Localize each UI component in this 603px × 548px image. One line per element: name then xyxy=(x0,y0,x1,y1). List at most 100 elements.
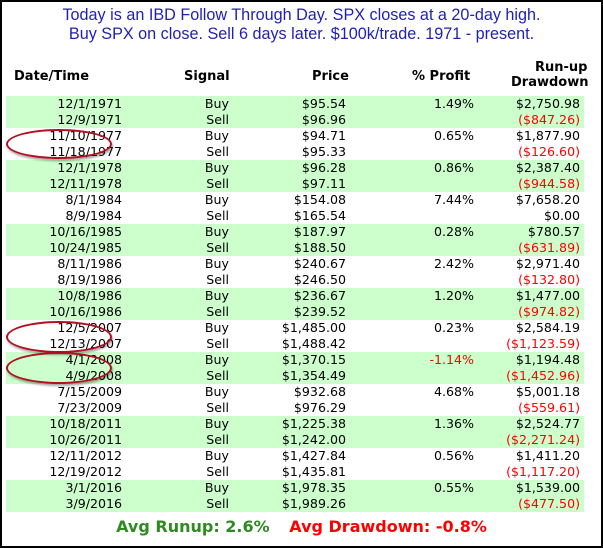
cell-price: $1,354.49 xyxy=(281,368,346,383)
cell-runup-drawdown: ($132.80) xyxy=(518,272,580,287)
cell-signal: Buy xyxy=(204,288,229,303)
column-header-date: Date/Time xyxy=(14,69,90,84)
highlight-oval-2007 xyxy=(6,321,112,353)
table-row: 12/11/2012 Buy $1,427.84 0.56% $1,411.20 xyxy=(6,448,584,464)
table-row: 10/26/2011 Sell $1,242.00 ($2,271.24) xyxy=(6,432,584,448)
cell-price: $95.54 xyxy=(301,96,346,111)
table-row: 12/9/1971 Sell $96.96 ($847.26) xyxy=(6,112,584,128)
cell-pct-profit: 7.44% xyxy=(433,192,474,207)
cell-pct-profit: 0.56% xyxy=(433,448,474,463)
cell-signal: Sell xyxy=(206,240,229,255)
cell-date: 7/23/2009 xyxy=(57,400,122,415)
column-header-price: Price xyxy=(312,69,349,84)
cell-price: $976.29 xyxy=(293,400,346,415)
cell-runup-drawdown: ($559.61) xyxy=(518,400,580,415)
cell-signal: Buy xyxy=(204,448,229,463)
cell-signal: Buy xyxy=(204,256,229,271)
table-row: 10/16/1986 Sell $239.52 ($974.82) xyxy=(6,304,584,320)
table-row: 4/9/2008 Sell $1,354.49 ($1,452.96) xyxy=(6,368,584,384)
table-row: 3/1/2016 Buy $1,978.35 0.55% $1,539.00 xyxy=(6,480,584,496)
cell-runup-drawdown: ($1,123.59) xyxy=(506,336,580,351)
cell-date: 10/18/2011 xyxy=(49,416,122,431)
cell-price: $187.97 xyxy=(293,224,346,239)
cell-signal: Sell xyxy=(206,208,229,223)
cell-runup-drawdown: $5,001.18 xyxy=(515,384,580,399)
cell-pct-profit: 1.20% xyxy=(433,288,474,303)
cell-date: 8/19/1986 xyxy=(57,272,122,287)
cell-pct-profit: 4.68% xyxy=(433,384,474,399)
cell-price: $1,978.35 xyxy=(281,480,346,495)
cell-date: 8/9/1984 xyxy=(65,208,122,223)
highlight-oval-1977 xyxy=(6,129,112,159)
cell-pct-profit: 2.42% xyxy=(433,256,474,271)
cell-signal: Buy xyxy=(204,320,229,335)
cell-runup-drawdown: $1,539.00 xyxy=(515,480,580,495)
table-row: 8/11/1986 Buy $240.67 2.42% $2,971.40 xyxy=(6,256,584,272)
cell-price: $239.52 xyxy=(293,304,346,319)
cell-signal: Sell xyxy=(206,496,229,511)
cell-runup-drawdown: $1,411.20 xyxy=(515,448,580,463)
cell-date: 3/9/2016 xyxy=(65,496,122,511)
cell-date: 12/1/1978 xyxy=(57,160,122,175)
table-row: 12/1/1971 Buy $95.54 1.49% $2,750.98 xyxy=(6,96,584,112)
cell-price: $1,370.15 xyxy=(281,352,346,367)
cell-runup-drawdown: $780.57 xyxy=(527,224,580,239)
cell-runup-drawdown: $2,971.40 xyxy=(515,256,580,271)
table-row: 8/19/1986 Sell $246.50 ($132.80) xyxy=(6,272,584,288)
table-row: 12/1/1978 Buy $96.28 0.86% $2,387.40 xyxy=(6,160,584,176)
cell-date: 12/1/1971 xyxy=(57,96,122,111)
table-row: 12/11/1978 Sell $97.11 ($944.58) xyxy=(6,176,584,192)
title-line-1: Today is an IBD Follow Through Day. SPX … xyxy=(62,6,541,24)
table-title: Today is an IBD Follow Through Day. SPX … xyxy=(2,6,601,44)
table-row: 3/9/2016 Sell $1,989.26 ($477.50) xyxy=(6,496,584,512)
title-line-2: Buy SPX on close. Sell 6 days later. $10… xyxy=(68,25,535,43)
cell-runup-drawdown: $1,477.00 xyxy=(515,288,580,303)
cell-price: $1,225.38 xyxy=(281,416,346,431)
cell-signal: Sell xyxy=(206,336,229,351)
cell-runup-drawdown: $0.00 xyxy=(543,208,580,223)
cell-price: $96.96 xyxy=(301,112,346,127)
table-row: 11/10/1977 Buy $94.71 0.65% $1,877.90 xyxy=(6,128,584,144)
cell-price: $1,989.26 xyxy=(281,496,346,511)
cell-price: $240.67 xyxy=(293,256,346,271)
table-row: 8/9/1984 Sell $165.54 $0.00 xyxy=(6,208,584,224)
column-header-pct-profit: % Profit xyxy=(412,69,471,84)
cell-signal: Sell xyxy=(206,304,229,319)
cell-runup-drawdown: ($126.60) xyxy=(518,144,580,159)
cell-date: 10/8/1986 xyxy=(57,288,122,303)
cell-runup-drawdown: $2,584.19 xyxy=(515,320,580,335)
cell-signal: Sell xyxy=(206,112,229,127)
cell-date: 10/26/2011 xyxy=(49,432,122,447)
cell-date: 10/24/1985 xyxy=(49,240,122,255)
cell-price: $1,242.00 xyxy=(281,432,346,447)
cell-signal: Buy xyxy=(204,160,229,175)
cell-pct-profit: -1.14% xyxy=(429,352,474,367)
cell-runup-drawdown: ($631.89) xyxy=(518,240,580,255)
cell-price: $932.68 xyxy=(293,384,346,399)
cell-signal: Sell xyxy=(206,144,229,159)
cell-price: $236.67 xyxy=(293,288,346,303)
cell-date: 8/1/1984 xyxy=(65,192,122,207)
cell-signal: Buy xyxy=(204,384,229,399)
cell-signal: Buy xyxy=(204,352,229,367)
cell-signal: Sell xyxy=(206,400,229,415)
cell-runup-drawdown: $2,387.40 xyxy=(515,160,580,175)
cell-runup-drawdown: $2,524.77 xyxy=(515,416,580,431)
table-row: 8/1/1984 Buy $154.08 7.44% $7,658.20 xyxy=(6,192,584,208)
cell-runup-drawdown: $2,750.98 xyxy=(515,96,580,111)
cell-pct-profit: 0.23% xyxy=(433,320,474,335)
cell-date: 10/16/1986 xyxy=(49,304,122,319)
table-row: 10/18/2011 Buy $1,225.38 1.36% $2,524.77 xyxy=(6,416,584,432)
cell-price: $96.28 xyxy=(301,160,346,175)
cell-date: 7/15/2009 xyxy=(57,384,122,399)
table-row: 7/23/2009 Sell $976.29 ($559.61) xyxy=(6,400,584,416)
avg-drawdown-label: Avg Drawdown: -0.8% xyxy=(289,517,487,536)
cell-date: 3/1/2016 xyxy=(65,480,122,495)
table-row: 7/15/2009 Buy $932.68 4.68% $5,001.18 xyxy=(6,384,584,400)
table-row: 4/1/2008 Buy $1,370.15 -1.14% $1,194.48 xyxy=(6,352,584,368)
column-header-signal: Signal xyxy=(184,69,230,84)
column-header-row: Date/Time Signal Price % Profit Run-up D… xyxy=(2,60,601,98)
table-row: 10/24/1985 Sell $188.50 ($631.89) xyxy=(6,240,584,256)
avg-runup-label: Avg Runup: 2.6% xyxy=(116,517,270,536)
